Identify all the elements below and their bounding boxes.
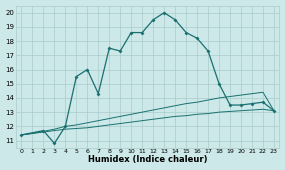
X-axis label: Humidex (Indice chaleur): Humidex (Indice chaleur) [88,155,207,164]
